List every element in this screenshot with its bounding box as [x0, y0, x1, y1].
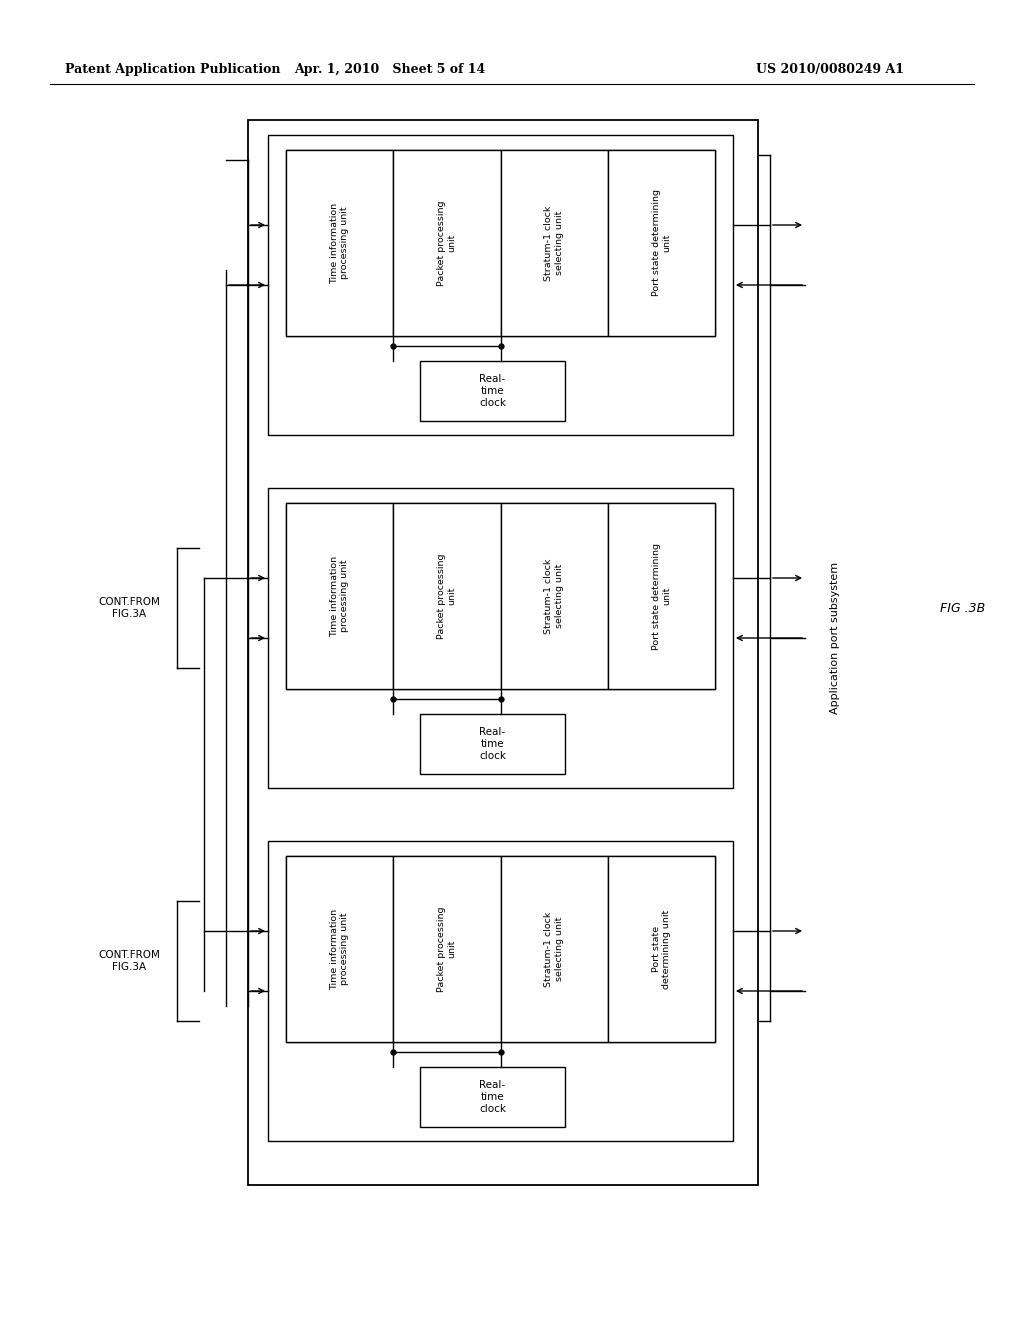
Text: Time information
processing unit: Time information processing unit	[330, 556, 349, 636]
Text: Port state determining
unit: Port state determining unit	[651, 543, 671, 649]
Text: Real-
time
clock: Real- time clock	[479, 727, 506, 760]
Bar	[286, 855, 715, 1041]
Text: Port state determining
unit: Port state determining unit	[651, 190, 671, 297]
Bar	[420, 714, 565, 774]
Bar	[501, 855, 608, 1041]
Text: Apr. 1, 2010   Sheet 5 of 14: Apr. 1, 2010 Sheet 5 of 14	[294, 63, 485, 77]
Text: Application port subsystem: Application port subsystem	[830, 562, 840, 714]
Bar	[501, 150, 608, 337]
Text: US 2010/0080249 A1: US 2010/0080249 A1	[756, 63, 904, 77]
Bar	[268, 841, 733, 1140]
Bar	[286, 150, 393, 337]
Text: FIG .3B: FIG .3B	[940, 602, 985, 615]
Text: Stratum-1 clock
selecting unit: Stratum-1 clock selecting unit	[545, 206, 564, 281]
Text: Time information
processing unit: Time information processing unit	[330, 202, 349, 284]
Text: Packet processing
unit: Packet processing unit	[437, 553, 457, 639]
Text: Packet processing
unit: Packet processing unit	[437, 201, 457, 285]
Text: Packet processing
unit: Packet processing unit	[437, 907, 457, 991]
Bar	[393, 855, 501, 1041]
Text: Real-
time
clock: Real- time clock	[479, 1080, 506, 1114]
Bar	[420, 1067, 565, 1127]
Bar	[393, 150, 501, 337]
Bar	[286, 855, 393, 1041]
Bar	[393, 503, 501, 689]
Text: Time information
processing unit: Time information processing unit	[330, 908, 349, 990]
Text: Patent Application Publication: Patent Application Publication	[65, 63, 281, 77]
Bar	[286, 503, 715, 689]
Text: Port state
determining unit: Port state determining unit	[651, 909, 671, 989]
Text: Stratum-1 clock
selecting unit: Stratum-1 clock selecting unit	[545, 558, 564, 634]
Bar	[608, 150, 715, 337]
Bar	[501, 503, 608, 689]
Bar	[248, 120, 758, 1185]
Bar	[268, 488, 733, 788]
Bar	[420, 360, 565, 421]
Text: CONT.FROM
FIG.3A: CONT.FROM FIG.3A	[98, 597, 160, 619]
Text: Real-
time
clock: Real- time clock	[479, 375, 506, 408]
Bar	[286, 150, 715, 337]
Bar	[608, 855, 715, 1041]
Text: Stratum-1 clock
selecting unit: Stratum-1 clock selecting unit	[545, 911, 564, 986]
Bar	[286, 503, 393, 689]
Bar	[268, 135, 733, 436]
Text: CONT.FROM
FIG.3A: CONT.FROM FIG.3A	[98, 950, 160, 972]
Bar	[608, 503, 715, 689]
